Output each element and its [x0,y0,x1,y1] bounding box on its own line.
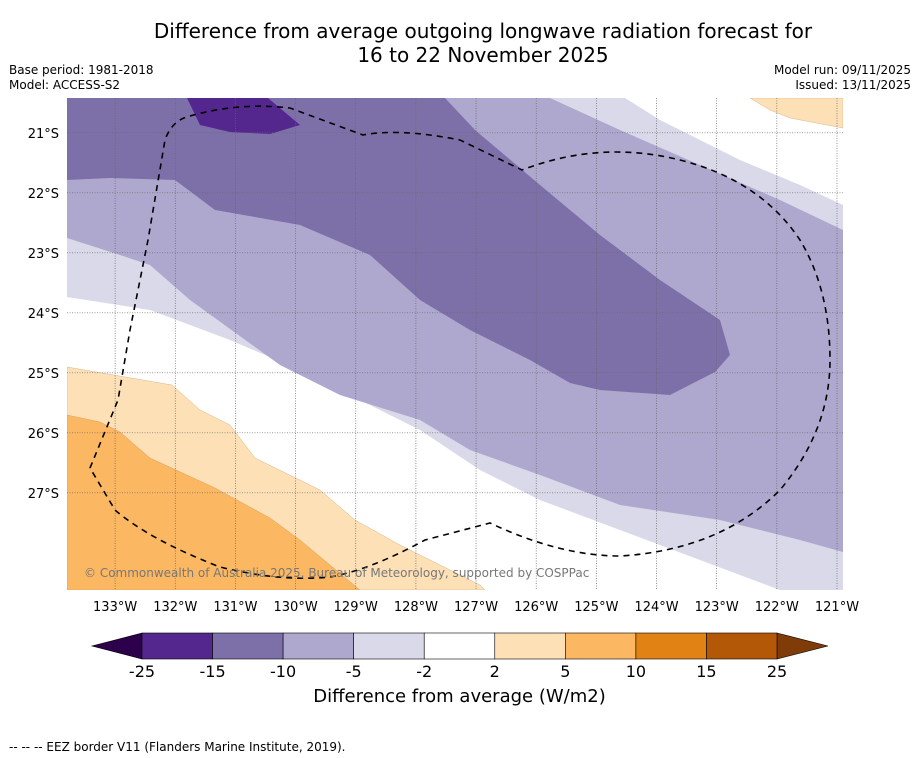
lat-tick-label: 26°S [28,427,59,442]
base-period: Base period: 1981-2018 [9,63,154,77]
lat-tick-label: 23°S [28,247,59,262]
colorbar-bin [565,632,637,660]
map-title: Difference from average outgoing longwav… [0,19,919,67]
lon-tick-label: 128°W [394,600,438,615]
gridlines [67,98,843,590]
lon-tick-label: 126°W [514,600,558,615]
copyright-text: © Commonwealth of Australia 2025, Bureau… [84,566,589,580]
eez-border [89,105,831,580]
contour-neutral-top-right [625,98,843,205]
contour-minus15-minus10 [67,98,730,395]
lat-tick-label: 27°S [28,487,59,502]
issued-date: Issued: 13/11/2025 [795,78,911,92]
lon-tick-label: 127°W [454,600,498,615]
colorbar-bin [423,632,496,660]
lon-tick-label: 123°W [695,600,739,615]
lat-tick-label: 22°S [28,187,59,202]
model-run: Model run: 09/11/2025 [773,63,911,77]
colorbar-tick-label: 10 [626,662,646,681]
colorbar-tick-label: -5 [346,662,362,681]
meta-left: Base period: 1981-2018 Model: ACCESS-S2 [9,63,154,93]
eez-legend-text: -- -- -- EEZ border V11 (Flanders Marine… [9,740,346,754]
title-line-2: 16 to 22 November 2025 [357,43,609,67]
model-name: Model: ACCESS-S2 [9,78,121,92]
lon-tick-label: 125°W [574,600,618,615]
colorbar-tick-label: -15 [199,662,225,681]
map-plot-area [67,98,843,590]
latitude-labels: 21°S 22°S 23°S 24°S 25°S 26°S 27°S [28,127,59,502]
lon-tick-label: 133°W [93,600,137,615]
lat-tick-label: 24°S [28,307,59,322]
colorbar-bin [282,632,354,660]
colorbar-tick-label: 15 [696,662,716,681]
colorbar-tick-label: 5 [560,662,570,681]
colorbar-label: Difference from average (W/m2) [313,686,606,707]
colorbar-high-extend [776,632,829,660]
meta-right: Model run: 09/11/2025 Issued: 13/11/2025 [774,63,911,93]
title-line-1: Difference from average outgoing longwav… [153,19,813,43]
colorbar-tick-label: -25 [129,662,155,681]
contour-5-10-lower-left [67,414,361,590]
colorbar-tick-label: 25 [767,662,787,681]
colorbar-tick-label: -2 [416,662,432,681]
lon-tick-label: 130°W [274,600,318,615]
lon-tick-label: 129°W [334,600,378,615]
longitude-labels: 133°W 132°W 131°W 130°W 129°W 128°W 127°W 126°W… [93,600,859,615]
contour-2-5-top-right [749,98,843,129]
lon-tick-label: 124°W [634,600,678,615]
lat-tick-label: 21°S [28,127,59,142]
lat-tick-label: 25°S [28,367,59,382]
lon-tick-label: 121°W [815,600,859,615]
colorbar-bin [141,632,213,660]
colorbar-tick-label: -10 [270,662,296,681]
colorbar: -25 -15 -10 -5 -2 2 5 10 15 25 [90,632,829,681]
colorbar-low-extend [90,632,143,660]
lon-tick-label: 122°W [755,600,799,615]
colorbar-bin [635,632,707,660]
colorbar-bin [706,632,778,660]
colorbar-bin [353,632,425,660]
colorbar-tick-label: 2 [490,662,500,681]
lon-tick-label: 131°W [213,600,257,615]
colorbar-bin [212,632,284,660]
colorbar-bin [494,632,566,660]
lon-tick-label: 132°W [153,600,197,615]
